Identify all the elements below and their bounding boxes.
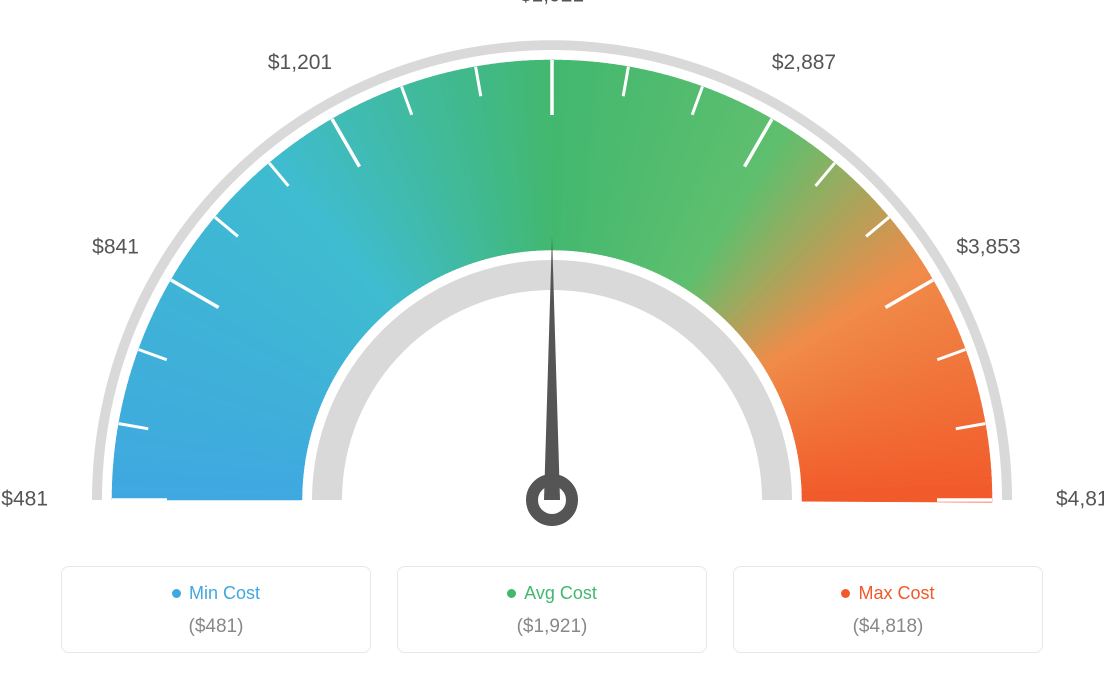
legend-value-min: ($481) bbox=[72, 616, 360, 638]
svg-text:$4,818: $4,818 bbox=[1056, 488, 1104, 511]
legend-label-avg: Avg Cost bbox=[524, 583, 597, 604]
legend-label-max: Max Cost bbox=[858, 583, 934, 604]
gauge-svg: $481 $841 $1,201 $1,921 $2,887 $3,853 $4,818 bbox=[0, 0, 1104, 560]
svg-text:$841: $841 bbox=[92, 236, 139, 259]
legend-dot-min bbox=[172, 589, 181, 598]
svg-text:$481: $481 bbox=[1, 488, 48, 511]
gauge-chart: $481 $841 $1,201 $1,921 $2,887 $3,853 $4,818 bbox=[0, 0, 1104, 560]
svg-text:$2,887: $2,887 bbox=[772, 51, 836, 74]
legend-dot-max bbox=[841, 589, 850, 598]
legend-card-min: Min Cost ($481) bbox=[61, 566, 371, 653]
legend-label-min: Min Cost bbox=[189, 583, 260, 604]
legend-title-min: Min Cost bbox=[172, 583, 260, 604]
legend-value-max: ($4,818) bbox=[744, 616, 1032, 638]
legend-card-avg: Avg Cost ($1,921) bbox=[397, 566, 707, 653]
svg-text:$3,853: $3,853 bbox=[956, 236, 1020, 259]
legend-title-avg: Avg Cost bbox=[507, 583, 597, 604]
legend-card-max: Max Cost ($4,818) bbox=[733, 566, 1043, 653]
svg-text:$1,921: $1,921 bbox=[520, 0, 584, 7]
svg-text:$1,201: $1,201 bbox=[268, 51, 332, 74]
legend-value-avg: ($1,921) bbox=[408, 616, 696, 638]
legend-title-max: Max Cost bbox=[841, 583, 934, 604]
legend-row: Min Cost ($481) Avg Cost ($1,921) Max Co… bbox=[0, 566, 1104, 653]
legend-dot-avg bbox=[507, 589, 516, 598]
